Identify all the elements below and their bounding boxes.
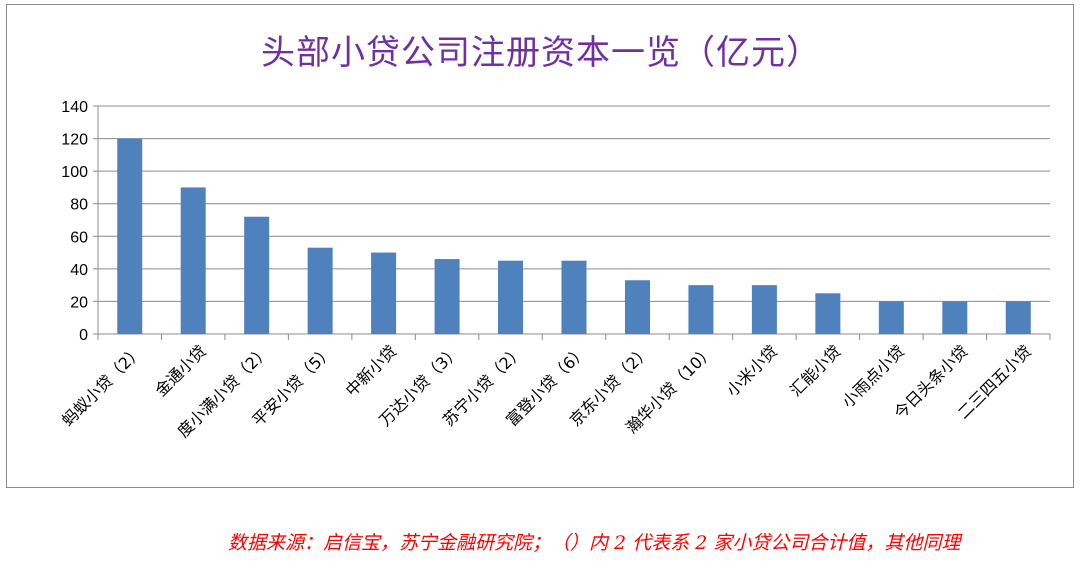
- bar: [498, 260, 524, 334]
- bar: [751, 285, 777, 334]
- bar: [371, 252, 397, 334]
- chart-title: 头部小贷公司注册资本一览（亿元）: [261, 33, 821, 73]
- x-category-label: 汇能小贷: [786, 341, 845, 400]
- x-category-label: 蚂蚁小贷（2）: [58, 341, 147, 430]
- y-tick-label: 60: [70, 229, 88, 246]
- bar: [942, 301, 968, 334]
- x-category-label: 中新小贷: [342, 341, 401, 400]
- bar: [624, 280, 650, 334]
- y-tick-label: 100: [61, 164, 88, 181]
- y-tick-label: 120: [61, 132, 88, 149]
- bar: [307, 247, 333, 334]
- bar: [815, 293, 841, 334]
- y-tick-label: 0: [79, 327, 88, 344]
- bar: [244, 216, 270, 334]
- y-tick-label: 20: [70, 294, 88, 311]
- x-category-label: 小米小贷: [723, 341, 782, 400]
- bar: [434, 259, 460, 334]
- source-note: 数据来源：启信宝，苏宁金融研究院；（）内 2 代表系 2 家小贷公司合计值，其他…: [228, 532, 961, 554]
- bar: [688, 285, 714, 334]
- x-category-label: 金通小贷: [151, 341, 210, 400]
- bar: [180, 187, 206, 334]
- y-tick-label: 140: [61, 99, 88, 116]
- bar: [1005, 301, 1031, 334]
- chart-frame: 头部小贷公司注册资本一览（亿元） 0 20 40 60 80 100 120 140 蚂蚁小贷（…: [6, 4, 1074, 488]
- y-tick-label: 40: [70, 262, 88, 279]
- bar: [561, 260, 587, 334]
- y-tick-label: 80: [70, 197, 88, 214]
- bar: [117, 138, 143, 334]
- bar: [878, 301, 904, 334]
